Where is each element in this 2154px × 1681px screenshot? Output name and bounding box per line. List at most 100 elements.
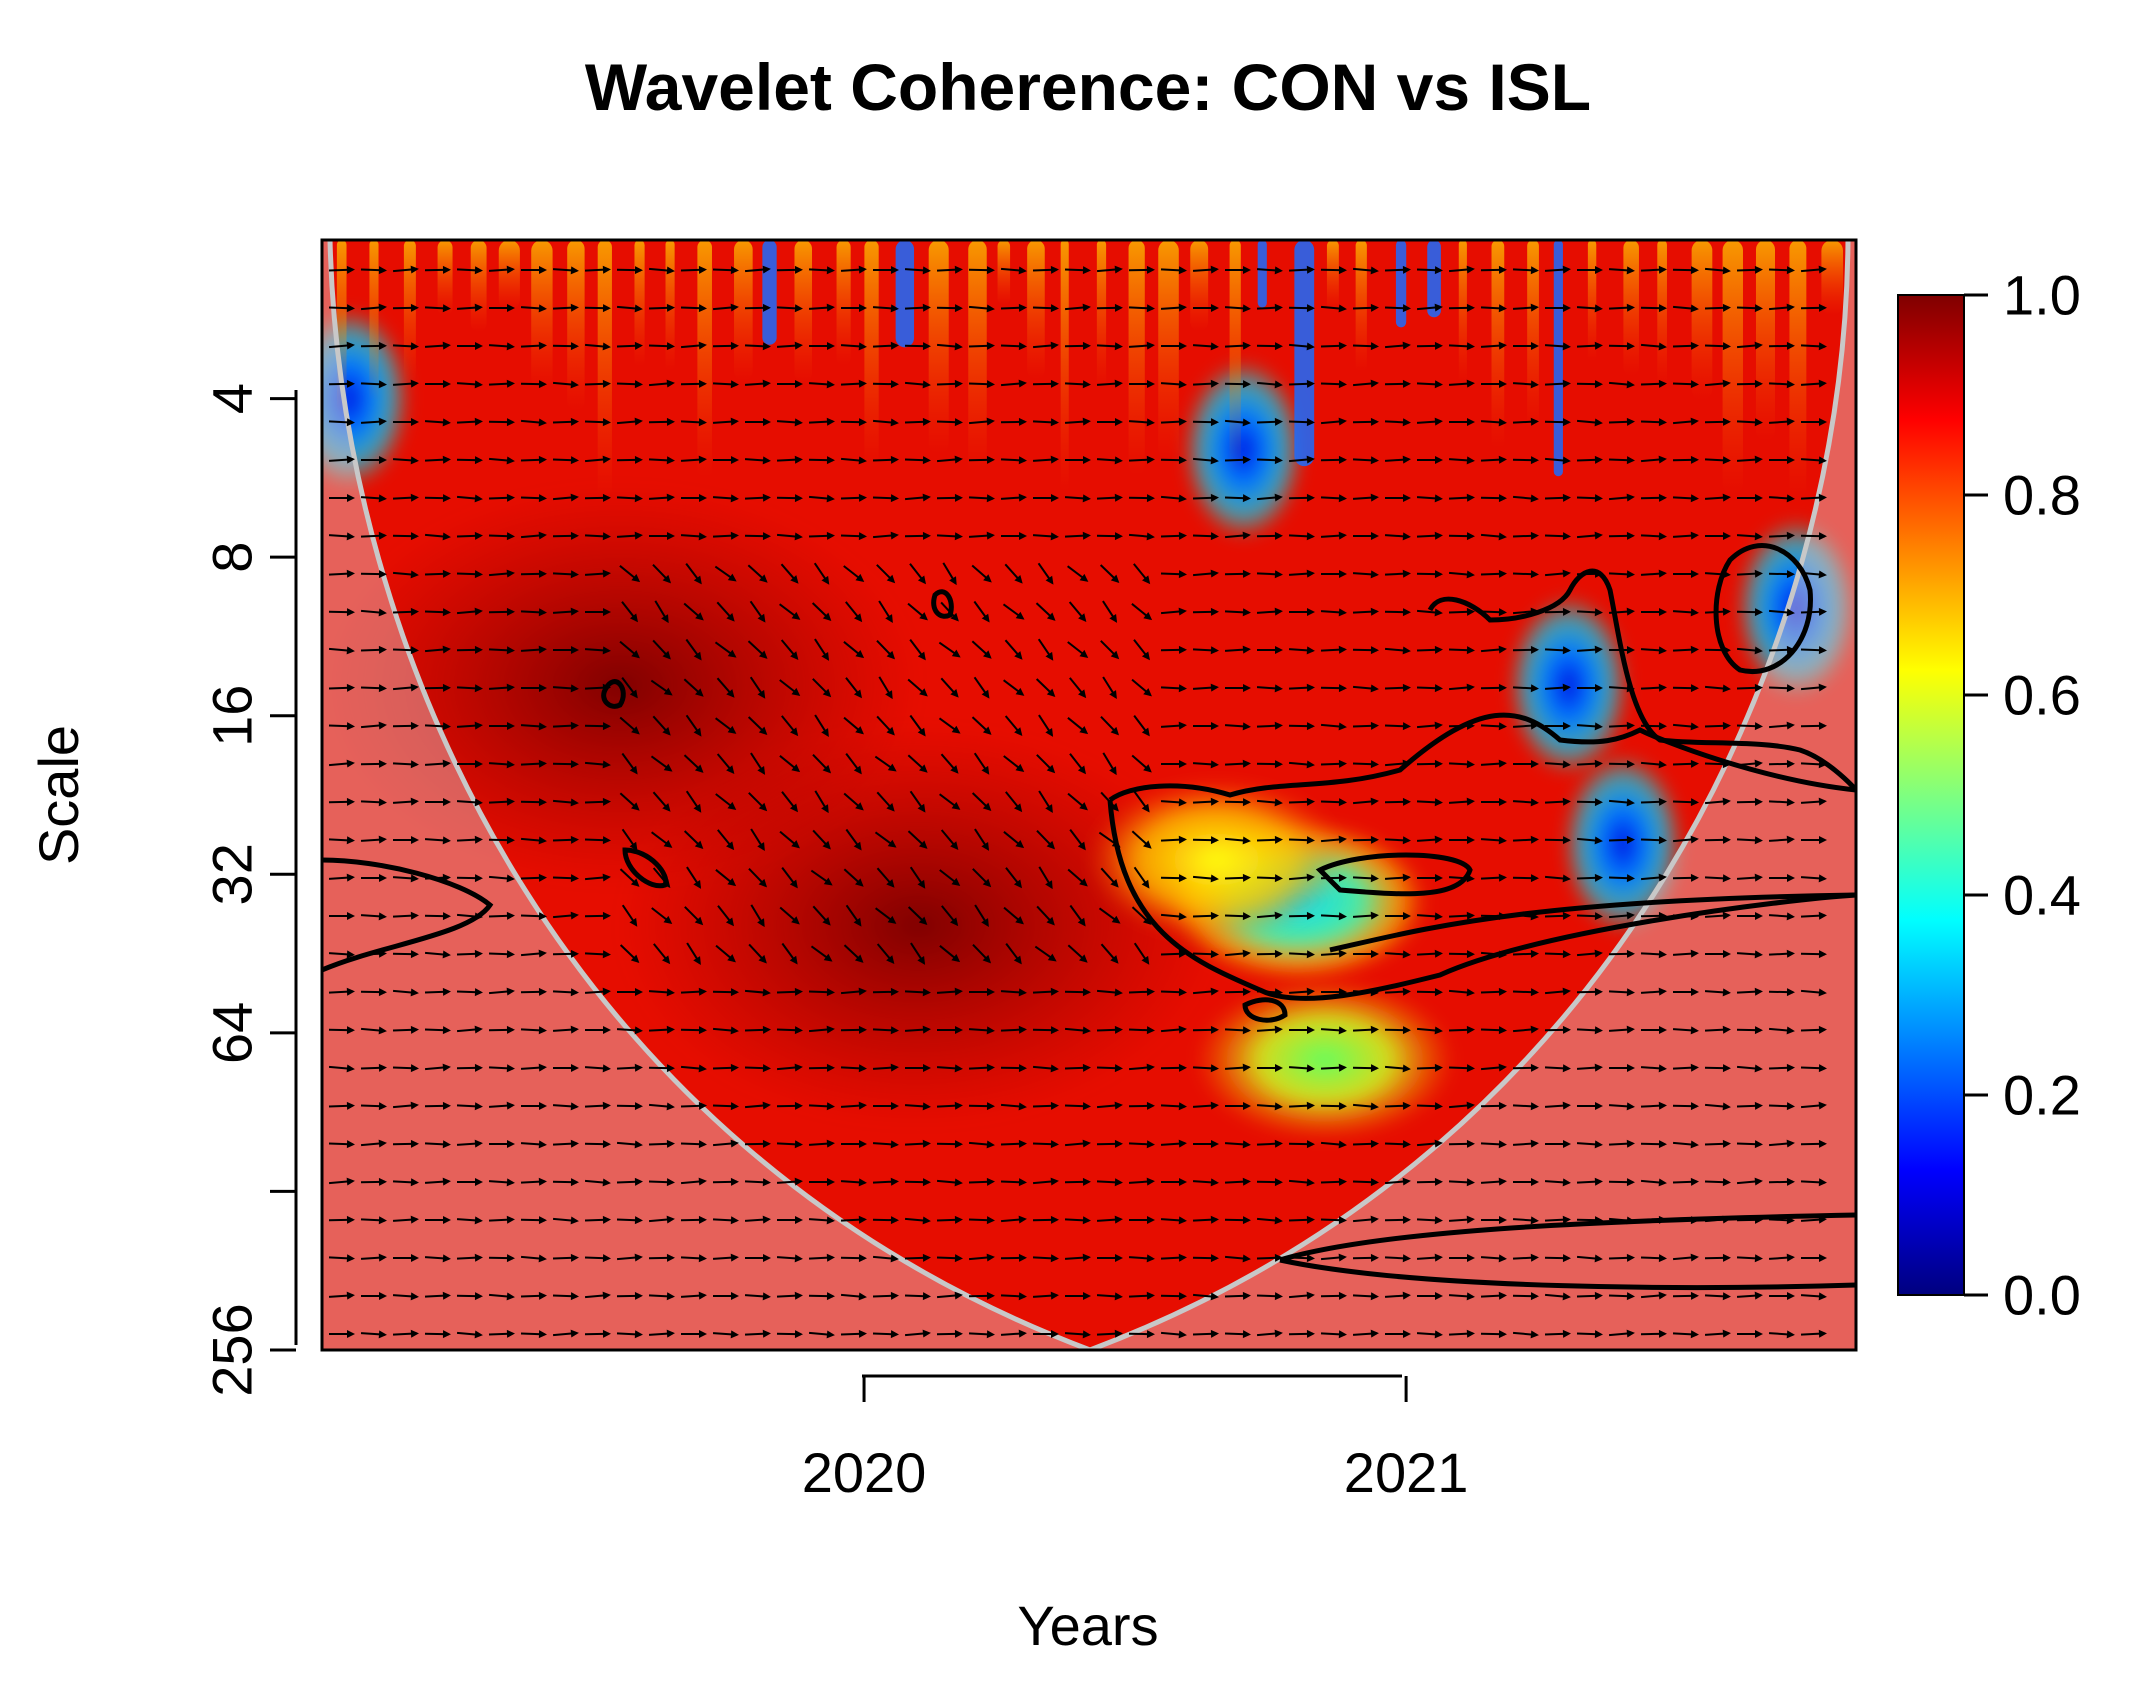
phase-arrow [456,1063,483,1072]
phase-arrow [1064,1102,1091,1111]
phase-arrow [424,569,451,578]
phase-arrow [1352,1292,1379,1301]
phase-arrow [1320,759,1347,768]
phase-arrow [1035,602,1056,621]
phase-arrow [1224,1291,1251,1300]
phase-arrow [1064,417,1091,426]
phase-arrow [1352,1102,1379,1111]
phase-arrow [1480,683,1507,692]
phase-arrow [1096,456,1123,465]
phase-arrow [1320,608,1347,617]
phase-arrow [1608,1139,1635,1148]
phase-arrow [1288,304,1315,313]
colorbar-tick-label: 0.8 [2003,464,2081,527]
phase-arrow [1000,988,1027,997]
phase-arrow [1160,303,1187,312]
phase-arrow [744,1292,771,1301]
phase-arrow [1320,835,1347,844]
phase-arrows [328,265,1827,1339]
phase-arrow [1096,1139,1123,1148]
phase-arrow [1512,912,1539,921]
phase-arrow [1288,1215,1315,1224]
phase-arrow [424,418,451,427]
phase-arrow [968,1291,995,1300]
phase-arrow [936,493,963,502]
phase-arrow [1067,717,1089,735]
phase-arrow [1100,715,1120,736]
phase-arrow [1736,722,1763,731]
y-axis-label: Scale [27,725,90,865]
phase-arrow [1000,456,1027,465]
streak-mark [997,240,1011,305]
phase-arrow [812,905,831,926]
phase-arrow [1224,304,1251,313]
phase-arrow [456,1330,483,1339]
phase-arrow [872,304,899,313]
phase-arrow [813,562,830,585]
phase-arrow [904,1292,931,1301]
phase-arrow [1384,455,1411,464]
phase-arrow [814,638,830,661]
phase-arrow [845,904,862,927]
phase-arrow [1384,341,1411,350]
phase-arrow [1640,569,1667,578]
phase-arrow [1480,1101,1507,1110]
phase-arrow [744,1139,771,1148]
phase-arrow [940,677,959,698]
phase-arrow [1640,1254,1667,1263]
phase-arrow [776,455,803,464]
phase-arrow [1609,646,1635,654]
phase-arrow [1160,1216,1187,1225]
phase-arrow [1032,418,1059,427]
phase-arrow [840,1329,867,1338]
phase-arrow [904,342,931,351]
phase-arrow [360,1253,387,1262]
streak-mark [762,240,777,345]
phase-arrow [1416,1102,1443,1111]
phase-arrow [1128,304,1155,313]
phase-arrow [1705,950,1731,958]
phase-arrow [1416,1330,1443,1339]
phase-arrow [1352,266,1379,275]
phase-arrow [744,1329,771,1338]
phase-arrow [456,949,483,958]
phase-arrow [1416,1253,1443,1262]
phase-arrow [1640,265,1667,274]
phase-arrow [1128,1330,1155,1339]
phase-arrow [1512,1292,1539,1301]
phase-arrow [680,1291,707,1300]
phase-arrow [840,456,867,465]
phase-arrow [776,1140,803,1149]
streak-mark [369,240,379,402]
phase-arrow [648,1178,675,1187]
phase-arrow [616,341,643,350]
phase-arrow [904,1102,931,1111]
phase-arrow [1800,1139,1827,1148]
phase-arrow [904,1139,931,1148]
phase-arrow [715,793,737,811]
contour-ring-right [1713,543,1813,674]
phase-arrow [1160,1025,1187,1034]
phase-arrow [1640,836,1667,845]
phase-arrow [1448,303,1475,312]
phase-arrow [905,1064,931,1072]
phase-arrow [1289,608,1315,616]
phase-arrow [1640,683,1667,692]
phase-arrow [1256,949,1283,958]
phase-arrow [1416,266,1443,275]
phase-arrow [1256,493,1283,502]
phase-arrow [1672,1026,1699,1035]
phase-arrow [1003,906,1024,925]
streak-mark [928,240,949,454]
y-tick-label: 64 [201,1002,264,1064]
phase-arrow [972,943,992,964]
phase-arrow [1448,1101,1475,1110]
phase-arrow [1513,342,1539,350]
phase-arrow [328,1215,355,1224]
phase-arrow [552,1102,579,1111]
phase-arrow [712,1063,739,1072]
phase-arrow [1416,341,1443,350]
phase-arrow [424,1063,451,1072]
phase-arrow [1768,380,1795,389]
phase-arrow [1321,988,1347,996]
